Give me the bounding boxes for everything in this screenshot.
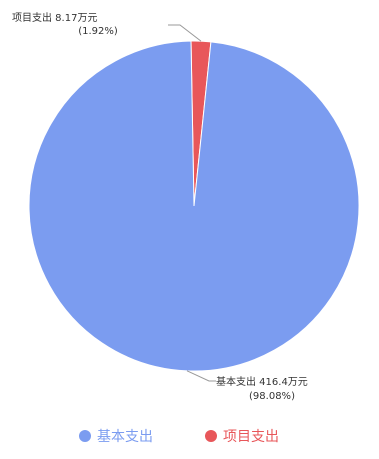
legend-label-project: 项目支出 xyxy=(223,429,279,445)
slice-label-basic: 基本支出 416.4万元 xyxy=(216,375,308,388)
slice-label-project: 项目支出 8.17万元 xyxy=(12,11,97,24)
leader-line-basic xyxy=(186,370,216,382)
pie-slices xyxy=(28,40,360,372)
legend: 基本支出 项目支出 xyxy=(79,428,279,445)
legend-marker-project xyxy=(205,430,217,442)
leader-line-project xyxy=(168,24,202,42)
legend-label-basic: 基本支出 xyxy=(97,428,153,445)
pie-slice-basic xyxy=(28,40,360,372)
legend-marker-basic xyxy=(79,430,91,442)
slice-percent-project: (1.92%) xyxy=(78,26,118,37)
leader-lines xyxy=(168,24,216,382)
slice-percent-basic: (98.08%) xyxy=(249,391,295,402)
